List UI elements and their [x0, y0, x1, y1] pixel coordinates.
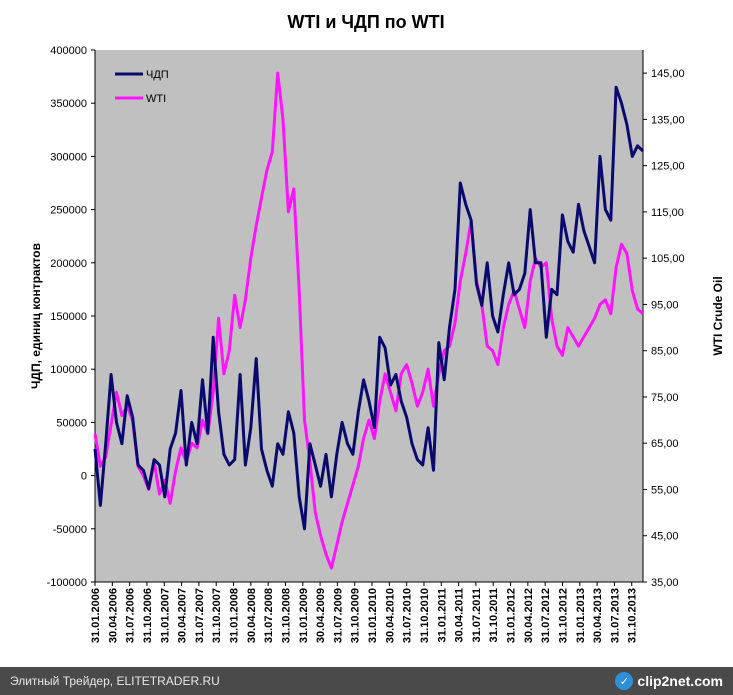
left-tick-label: 50000 — [56, 417, 87, 429]
legend: ЧДП WTI — [115, 69, 169, 105]
x-tick-label: 31.10.2007 — [211, 588, 223, 643]
right-tick-label: 135,00 — [651, 114, 685, 126]
right-tick-label: 55,00 — [651, 484, 679, 496]
x-tick-label: 31.10.2010 — [419, 588, 431, 643]
left-tick-label: 200000 — [50, 258, 87, 270]
left-tick-label: 100000 — [50, 364, 87, 376]
right-tick-label: 125,00 — [651, 161, 685, 173]
x-axis-ticks: 31.01.2006 30.04.2006 31.07.2006 31.10.2006… — [90, 581, 643, 643]
x-tick-label: 30.04.2011 — [454, 588, 466, 642]
x-tick-label: 30.04.2013 — [592, 588, 604, 643]
left-tick-label: 350000 — [50, 98, 87, 110]
x-tick-label: 31.01.2012 — [506, 588, 518, 643]
x-tick-label: 31.10.2009 — [350, 588, 362, 643]
right-tick-label: 145,00 — [651, 68, 685, 80]
x-tick-label: 31.10.2012 — [557, 588, 569, 643]
left-tick-label: -50000 — [53, 524, 87, 536]
footer-bar: Элитный Трейдер, ELITETRADER.RU ✓ clip2n… — [0, 667, 733, 695]
series-chdp — [93, 85, 645, 531]
x-tick-label: 31.07.2010 — [402, 588, 414, 643]
legend-label-wti: WTI — [146, 93, 166, 105]
x-tick-label: 30.04.2006 — [107, 588, 119, 643]
x-tick-label: 31.10.2011 — [488, 588, 500, 642]
chart: WTI и ЧДП по WTI -100000 -50000 0 50000 1000… — [29, 12, 725, 643]
x-tick-label: 31.01.2006 — [90, 588, 102, 643]
right-tick-label: 95,00 — [651, 299, 679, 311]
x-tick-label: 31.10.2008 — [280, 588, 292, 643]
x-tick-label: 31.07.2008 — [263, 588, 275, 643]
x-tick-label: 31.07.2011 — [471, 588, 483, 642]
right-tick-label: 45,00 — [651, 531, 679, 543]
x-tick-label: 31.01.2008 — [229, 588, 241, 643]
left-tick-label: 400000 — [50, 45, 87, 57]
x-tick-label: 31.10.2006 — [142, 588, 154, 643]
left-tick-label: 300000 — [50, 151, 87, 163]
clip2net-badge-icon: ✓ — [615, 672, 634, 690]
x-tick-label: 31.01.2013 — [575, 588, 587, 643]
chart-title: WTI и ЧДП по WTI — [287, 12, 444, 32]
y2-axis-title: WTI Crude Oil — [711, 276, 725, 355]
x-tick-label: 30.04.2012 — [523, 588, 535, 643]
x-tick-label: 31.01.2009 — [298, 588, 310, 643]
x-tick-label: 31.10.2013 — [627, 588, 639, 643]
right-tick-label: 85,00 — [651, 346, 679, 358]
left-tick-label: -100000 — [47, 577, 87, 589]
x-tick-label: 30.04.2007 — [177, 588, 189, 643]
right-tick-label: 105,00 — [651, 253, 685, 265]
x-tick-label: 30.04.2010 — [384, 588, 396, 643]
right-axis-ticks: 35,00 45,00 55,00 65,00 75,00 85,00 95,00 105,0… — [642, 50, 685, 589]
clip2net-logo[interactable]: ✓ clip2net.com — [615, 671, 723, 691]
x-tick-label: 31.01.2007 — [159, 588, 171, 643]
x-tick-label: 30.04.2008 — [246, 588, 258, 643]
series-line-ЧДП — [93, 85, 645, 531]
left-tick-label: 250000 — [50, 205, 87, 217]
left-tick-label: 0 — [81, 471, 87, 483]
right-tick-label: 65,00 — [651, 438, 679, 450]
footer-text: Элитный Трейдер, ELITETRADER.RU — [10, 674, 220, 688]
right-tick-label: 35,00 — [651, 577, 679, 589]
legend-label-chdp: ЧДП — [146, 69, 169, 81]
right-tick-label: 75,00 — [651, 392, 679, 404]
plot-area — [95, 50, 643, 582]
left-tick-label: 150000 — [50, 311, 87, 323]
x-tick-label: 31.07.2006 — [125, 588, 137, 643]
x-tick-label: 31.01.2011 — [436, 588, 448, 642]
clip2net-logo-text: clip2net.com — [637, 673, 723, 689]
x-tick-label: 31.07.2007 — [194, 588, 206, 643]
x-tick-label: 31.07.2013 — [609, 588, 621, 643]
x-tick-label: 30.04.2009 — [315, 588, 327, 643]
x-tick-label: 31.01.2010 — [367, 588, 379, 643]
y-axis-title: ЧДП, единиц контрактов — [29, 243, 43, 389]
x-tick-label: 31.07.2009 — [332, 588, 344, 643]
right-tick-label: 115,00 — [651, 207, 684, 219]
x-tick-label: 31.07.2012 — [540, 588, 552, 643]
left-axis-ticks: -100000 -50000 0 50000 100000 150000 200000 250… — [47, 45, 96, 589]
